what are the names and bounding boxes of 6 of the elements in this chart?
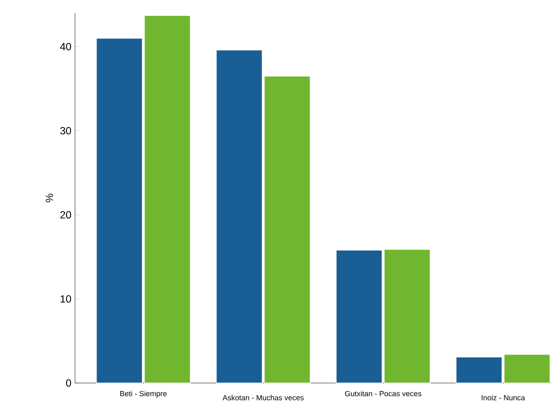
y-tick-label: 10 [60,295,72,303]
y-tick-label: 0 [66,379,72,387]
y-axis-title: % [46,194,54,202]
y-tick-label: 20 [60,211,72,219]
y-tick-label: 40 [60,42,72,50]
y-tick-label: 30 [60,127,72,134]
